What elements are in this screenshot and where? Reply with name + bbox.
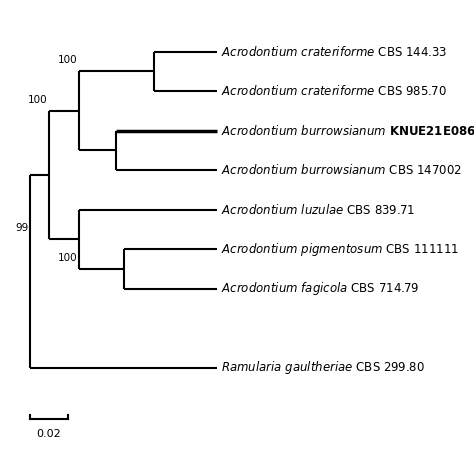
Text: $\mathit{Acrodontium\ crateriforme}$ CBS 985.70: $\mathit{Acrodontium\ crateriforme}$ CBS…: [221, 84, 447, 98]
Text: 100: 100: [27, 95, 47, 105]
Text: 100: 100: [57, 253, 77, 263]
Text: $\mathit{Acrodontium\ fagicola}$ CBS 714.79: $\mathit{Acrodontium\ fagicola}$ CBS 714…: [221, 280, 419, 297]
Text: 0.02: 0.02: [36, 429, 62, 439]
Text: $\mathit{Acrodontium\ luzulae}$ CBS 839.71: $\mathit{Acrodontium\ luzulae}$ CBS 839.…: [221, 203, 415, 217]
Text: $\mathit{Acrodontium\ crateriforme}$ CBS 144.33: $\mathit{Acrodontium\ crateriforme}$ CBS…: [221, 45, 447, 59]
Text: $\mathit{Ramularia\ gaultheriae}$ CBS 299.80: $\mathit{Ramularia\ gaultheriae}$ CBS 29…: [221, 359, 425, 376]
Text: 100: 100: [57, 56, 77, 66]
Text: $\mathit{Acrodontium\ pigmentosum}$ CBS 111111: $\mathit{Acrodontium\ pigmentosum}$ CBS …: [221, 241, 459, 258]
Text: 99: 99: [15, 224, 28, 234]
Text: $\mathit{Acrodontium\ burrowsianum}$ CBS 147002: $\mathit{Acrodontium\ burrowsianum}$ CBS…: [221, 163, 462, 177]
Text: $\mathit{Acrodontium\ burrowsianum}$ KNUE21E086: $\mathit{Acrodontium\ burrowsianum}$ KNU…: [221, 123, 474, 138]
